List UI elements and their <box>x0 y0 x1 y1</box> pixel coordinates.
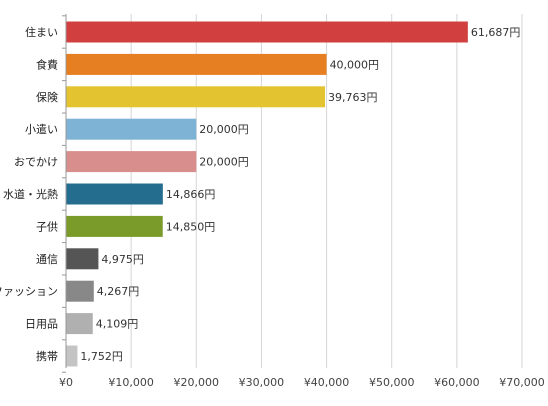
bar <box>66 248 99 270</box>
x-tick-label: ¥50,000 <box>369 376 415 389</box>
data-label: 1,752円 <box>80 350 123 363</box>
bar <box>66 280 94 302</box>
category-label: 子供 <box>36 219 58 233</box>
bar <box>66 118 197 140</box>
x-tick-label: ¥30,000 <box>239 376 285 389</box>
x-tick-label: ¥70,000 <box>499 376 545 389</box>
category-label: 小遣い <box>25 122 58 136</box>
category-label: 日用品 <box>25 318 58 331</box>
data-label: 14,850円 <box>166 220 216 233</box>
x-tick-label: ¥0 <box>59 376 73 389</box>
bar <box>66 313 93 335</box>
x-tick-label: ¥60,000 <box>434 376 480 389</box>
bars <box>66 21 468 367</box>
category-label: 通信 <box>36 253 58 266</box>
data-label: 61,687円 <box>471 26 521 39</box>
category-label: 保険 <box>36 90 58 104</box>
bar <box>66 21 468 43</box>
x-axis-tick-labels: ¥0 ¥10,000 ¥20,000 ¥30,000 ¥40,000 ¥50,000 ¥60… <box>59 376 545 389</box>
data-labels: 61,687円 40,000円 39,763円 20,000円 20,000円 14,86… <box>80 26 520 363</box>
data-label: 4,267円 <box>97 285 139 298</box>
bar <box>66 53 327 75</box>
category-label: 食費 <box>36 57 58 71</box>
category-label: 住まい <box>25 25 58 39</box>
x-tick-label: ¥40,000 <box>304 376 350 389</box>
data-label: 4,109円 <box>96 318 139 331</box>
data-label: 4,975円 <box>101 253 144 266</box>
category-label: 水道・光熱 <box>3 187 58 201</box>
bar <box>66 86 326 108</box>
x-tick-label: ¥20,000 <box>174 376 220 389</box>
x-tick-label: ¥10,000 <box>108 376 154 389</box>
data-label: 20,000円 <box>199 123 249 136</box>
data-label: 40,000円 <box>330 58 380 71</box>
data-label: 39,763円 <box>328 91 378 104</box>
data-label: 20,000円 <box>199 156 249 169</box>
bar <box>66 215 163 237</box>
bar <box>66 345 78 367</box>
category-label: 携帯 <box>36 349 58 363</box>
bar <box>66 183 163 205</box>
category-label: おでかけ <box>14 156 58 169</box>
category-label: ファッション <box>0 285 58 298</box>
data-label: 14,866円 <box>166 188 216 201</box>
bar <box>66 151 197 173</box>
